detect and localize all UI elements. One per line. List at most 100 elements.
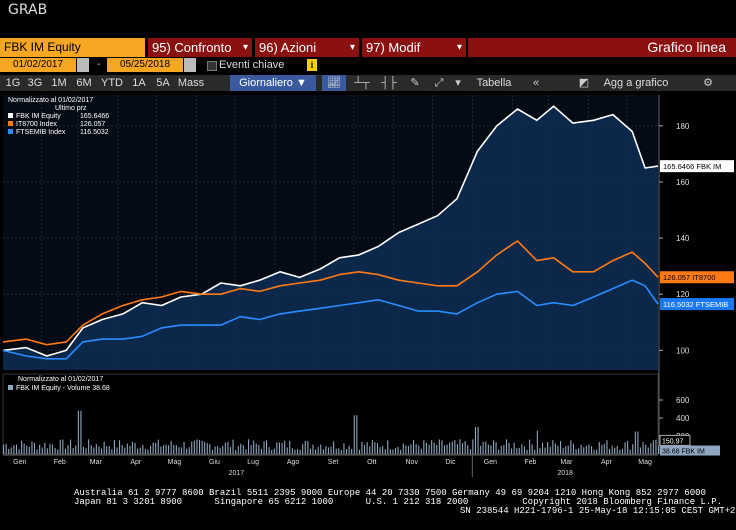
volume-bar	[70, 439, 72, 454]
volume-bar	[26, 445, 28, 454]
volume-bar	[632, 444, 634, 454]
chart-add-icon[interactable]: ◩	[578, 77, 590, 89]
eventi-checkbox[interactable]	[207, 61, 217, 71]
confronto-menu[interactable]: 95) Confronto ▾	[148, 38, 252, 57]
x-tick-label: Apr	[130, 459, 142, 466]
volume-bar	[511, 448, 513, 454]
chart-area[interactable]: 100 120 140 160 180 165.6466 FBK IM 126.057 IT…	[0, 92, 736, 488]
volume-bar	[356, 415, 358, 454]
gear-icon[interactable]: ⚙	[703, 77, 713, 89]
volume-bar	[46, 448, 48, 454]
volume-bar	[467, 445, 469, 454]
dropdown-icon[interactable]: ▾	[455, 77, 461, 89]
bar-chart-icon[interactable]: ┴┬	[354, 77, 370, 89]
end-date-input[interactable]: 05/25/2018	[107, 58, 183, 72]
volume-bar	[90, 445, 92, 454]
line-chart-icon[interactable]: 📈︎	[322, 75, 346, 91]
period-button-1m[interactable]: 1M	[51, 77, 67, 89]
volume-bar	[253, 440, 255, 454]
last-value-tag	[660, 298, 734, 311]
period-button-3g[interactable]: 3G	[27, 77, 43, 89]
footer-contacts: Australia 61 2 9777 8600 Brazil 5511 239…	[74, 488, 706, 498]
volume-bar	[229, 447, 231, 454]
volume-bar	[126, 443, 128, 454]
calendar-icon[interactable]	[77, 58, 89, 72]
volume-bar	[516, 448, 518, 454]
volume-bar	[278, 442, 280, 454]
volume-bar	[474, 427, 476, 454]
modif-menu[interactable]: 97) Modif ▾	[362, 38, 466, 57]
volume-bar	[147, 449, 149, 454]
volume-bar	[18, 449, 20, 454]
volume-bar	[410, 444, 412, 454]
volume-last-label: 38.68 FBK IM	[662, 449, 705, 456]
volume-bar	[477, 427, 479, 454]
period-button-ytd[interactable]: YTD	[101, 77, 123, 89]
volume-bar	[39, 444, 41, 454]
series-line-2	[2, 279, 659, 360]
zoom-icon[interactable]: ⤢	[434, 77, 444, 89]
volume-bar	[575, 449, 577, 454]
volume-bar	[222, 445, 224, 454]
chart-type-label[interactable]: Grafico linea	[468, 38, 736, 57]
calendar-icon[interactable]	[184, 58, 196, 72]
year-label: 2017	[229, 470, 245, 477]
volume-bar	[335, 448, 337, 454]
volume-bar	[209, 444, 211, 454]
volume-bar	[526, 449, 528, 454]
volume-y-tick-label: 600	[676, 396, 690, 405]
footer-contacts-2: Japan 81 3 3201 8900 Singapore 65 6212 1…	[74, 497, 723, 507]
period-button-mass[interactable]: Mass	[177, 77, 205, 89]
volume-bar	[480, 445, 482, 454]
ticker-field[interactable]: FBK IM Equity	[0, 38, 145, 57]
volume-bar	[629, 449, 631, 454]
volume-bar	[80, 410, 82, 454]
volume-bar	[639, 447, 641, 454]
volume-bar	[444, 445, 446, 454]
volume-bar	[513, 442, 515, 454]
volume-bar	[284, 440, 286, 454]
volume-bar	[317, 447, 319, 454]
agg-grafico-button[interactable]: Agg a grafico	[603, 77, 669, 89]
period-button-1g[interactable]: 1G	[5, 77, 21, 89]
tabella-button[interactable]: Tabella	[476, 77, 512, 89]
volume-bar	[21, 440, 23, 454]
volume-bar	[199, 439, 201, 454]
period-button-5a[interactable]: 5A	[156, 77, 170, 89]
collapse-icon[interactable]: «	[532, 77, 540, 89]
volume-bar	[214, 446, 216, 454]
info-icon[interactable]: i	[307, 59, 317, 71]
volume-bar	[193, 440, 195, 454]
volume-bar	[93, 447, 95, 454]
frequency-select[interactable]: Giornaliero ▼	[230, 75, 316, 91]
volume-bar	[539, 448, 541, 454]
volume-bar	[302, 444, 304, 454]
volume-bar	[397, 446, 399, 454]
volume-bar	[15, 444, 17, 454]
volume-bar	[562, 448, 564, 454]
candle-chart-icon[interactable]: ┤├	[381, 77, 397, 89]
volume-bar	[165, 444, 167, 454]
y-tick-label: 120	[676, 290, 690, 299]
azioni-menu[interactable]: 96) Azioni ▾	[255, 38, 359, 57]
volume-bar	[116, 447, 118, 454]
volume-bar	[44, 442, 46, 454]
volume-bar	[322, 449, 324, 454]
volume-bar	[387, 440, 389, 454]
modif-label: 97) Modif	[366, 40, 421, 55]
period-button-6m[interactable]: 6M	[76, 77, 92, 89]
volume-bar	[438, 439, 440, 454]
period-button-1a[interactable]: 1A	[132, 77, 146, 89]
volume-bar	[593, 449, 595, 454]
volume-bar	[121, 444, 123, 454]
volume-bar	[304, 441, 306, 454]
volume-bar	[62, 439, 64, 454]
volume-bar	[433, 442, 435, 454]
volume-bar	[266, 440, 268, 454]
start-date-input[interactable]: 01/02/2017	[0, 58, 76, 72]
volume-bar	[131, 441, 133, 454]
annotate-icon[interactable]: ✎	[410, 77, 420, 89]
volume-bar	[346, 449, 348, 454]
volume-bar	[565, 446, 567, 454]
volume-bar	[353, 415, 355, 454]
